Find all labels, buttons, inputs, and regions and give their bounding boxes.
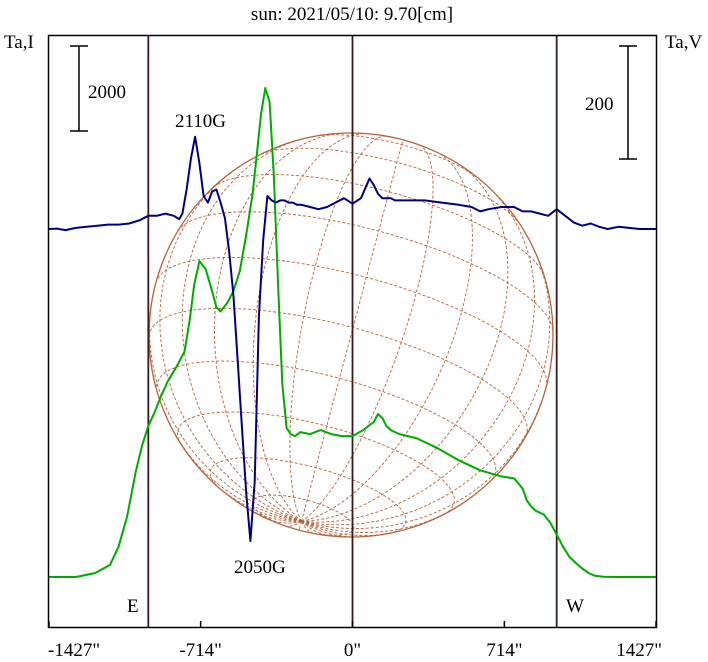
left-scale-bar-label: 2000 (88, 82, 126, 103)
latitude-line (177, 411, 455, 515)
longitude-line (252, 133, 368, 522)
longitude-line (289, 135, 388, 522)
longitude-line (301, 162, 509, 522)
plot-frame (47, 34, 658, 629)
longitude-line (298, 521, 302, 531)
longitude-line (174, 433, 302, 522)
right-scale-bar-label: 200 (585, 94, 614, 115)
intensity-series-line (49, 87, 656, 578)
longitude-line (301, 187, 535, 523)
longitude-line (301, 521, 351, 538)
right-scale-bar (619, 45, 637, 160)
longitude-line (301, 507, 456, 533)
latitude-line (316, 134, 481, 180)
x-tick-label: -714" (179, 640, 222, 661)
west-limb-label: W (566, 596, 584, 617)
x-tick-label: 0" (344, 640, 361, 661)
longitude-line (251, 510, 302, 522)
right-axis-label: Ta,V (665, 32, 702, 53)
series-group (48, 87, 656, 578)
x-axis-ticks: -1427" -714" 0" 714" 1427" (48, 621, 662, 661)
longitude-line (301, 151, 473, 522)
longitude-line (301, 521, 330, 537)
annotation-2110g: 2110G (175, 111, 226, 132)
latitude-line (156, 360, 497, 481)
limb-and-center-lines (147, 36, 558, 627)
longitude-line (181, 137, 305, 522)
x-tick-label: -1427" (48, 640, 100, 661)
east-limb-label: E (127, 596, 139, 617)
longitude-line (301, 244, 551, 526)
longitude-line (269, 519, 302, 524)
solar-disk-grid (148, 132, 554, 538)
chart-title: sun: 2021/05/10: 9.70[cm] (251, 4, 453, 25)
longitude-line (301, 521, 389, 537)
annotation-2050g: 2050G (234, 557, 286, 578)
left-scale-bar (70, 45, 88, 132)
polarization-series-line (48, 135, 656, 542)
longitude-line (219, 488, 302, 522)
longitude-line (301, 144, 434, 522)
longitude-line (214, 132, 345, 522)
x-tick-label: 714" (486, 640, 522, 661)
latitude-line (148, 307, 528, 437)
longitude-line (300, 139, 404, 522)
longitude-line (301, 386, 547, 530)
longitude-line (159, 166, 302, 522)
left-axis-label: Ta,I (4, 32, 34, 53)
x-tick-label: 1427" (616, 640, 662, 661)
